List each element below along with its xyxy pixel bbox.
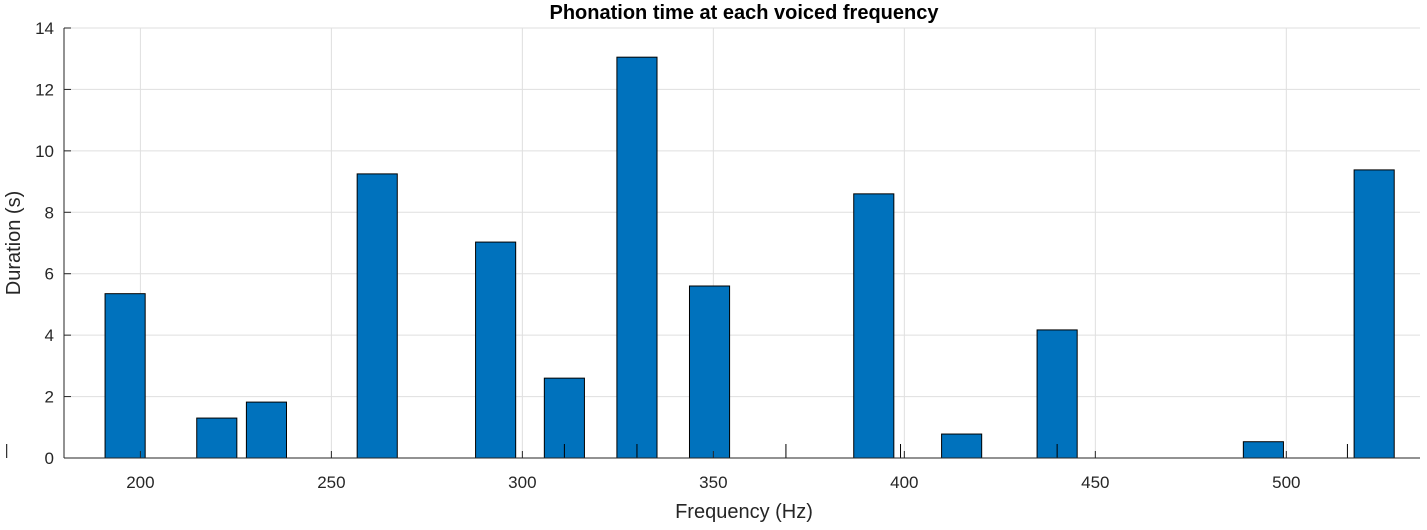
x-tick-label: 500 [1272, 473, 1300, 492]
y-tick-label: 6 [45, 265, 54, 284]
x-tick-label: 200 [126, 473, 154, 492]
bar [616, 56, 658, 459]
y-axis-label: Duration (s) [3, 191, 25, 295]
x-tick-label: 450 [1081, 473, 1109, 492]
bar [853, 193, 895, 459]
y-tick-label: 2 [45, 388, 54, 407]
chart-title: Phonation time at each voiced frequency [550, 2, 940, 24]
bar [1353, 169, 1395, 459]
bar [475, 241, 517, 459]
y-tick-label: 10 [35, 142, 54, 161]
x-tick-label: 350 [699, 473, 727, 492]
x-tick-label: 250 [317, 473, 345, 492]
x-tick-label: 400 [890, 473, 918, 492]
x-tick-label: 300 [508, 473, 536, 492]
bars [6, 56, 1395, 459]
bar [941, 433, 983, 459]
bar [356, 173, 398, 459]
bar [1242, 441, 1284, 459]
y-tick-label: 12 [35, 80, 54, 99]
y-tick-label: 14 [35, 19, 54, 38]
grid [64, 27, 1420, 459]
bar [196, 417, 238, 459]
y-tick-label: 4 [45, 326, 54, 345]
bar [245, 401, 287, 459]
bar [104, 293, 146, 459]
bar [688, 285, 731, 459]
x-axis-label: Frequency (Hz) [675, 501, 813, 523]
bar [1036, 329, 1078, 459]
y-tick-label: 8 [45, 203, 54, 222]
axes [63, 27, 1420, 459]
tick-labels: 200 250 300 350 400 450 500 0 2 4 6 8 10 12 14 [35, 19, 1300, 492]
y-tick-label: 0 [45, 449, 54, 468]
